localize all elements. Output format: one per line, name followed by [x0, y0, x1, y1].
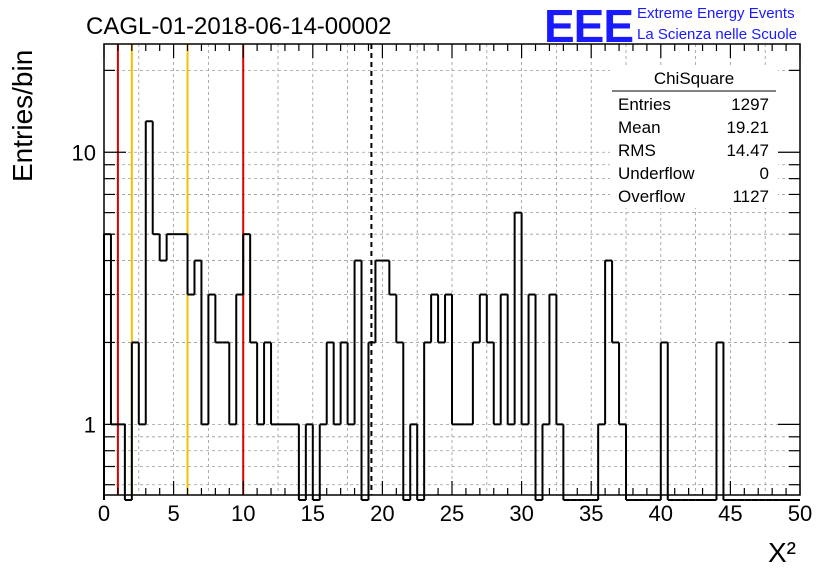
y-tick-label: 10 — [72, 140, 96, 165]
stats-row-label: Entries — [618, 95, 671, 114]
x-tick-label: 10 — [231, 501, 255, 526]
x-tick-label: 0 — [98, 501, 110, 526]
stats-row-value: 0 — [760, 164, 769, 183]
axis-ticks — [103, 44, 801, 495]
stats-box: ChiSquare Entries 1297 Mean 19.21 RMS 14.47 Un… — [610, 66, 778, 208]
x-tick-label: 5 — [167, 501, 179, 526]
brand-line-2: La Scienza nelle Scuole — [637, 26, 797, 43]
stats-row-label: Mean — [618, 118, 661, 137]
histogram-bars — [103, 120, 800, 501]
x-tick-label: 40 — [649, 501, 673, 526]
stats-row-value: 19.21 — [726, 118, 769, 137]
x-tick-label: 45 — [718, 501, 742, 526]
x-axis-label: X² — [768, 537, 796, 568]
stats-row-label: Overflow — [618, 187, 686, 206]
x-tick-label: 35 — [579, 501, 603, 526]
stats-row-value: 1127 — [732, 187, 769, 206]
stats-box-bg — [610, 66, 778, 208]
x-tick-label: 20 — [370, 501, 394, 526]
tick-labels: 0 5 10 15 20 25 30 35 40 45 50 1 10 — [72, 140, 813, 526]
reference-lines — [116, 44, 373, 495]
y-tick-label: 1 — [84, 412, 96, 437]
chart-title: CAGL-01-2018-06-14-00002 — [86, 13, 392, 40]
y-axis-label: Entries/bin — [7, 50, 38, 182]
x-tick-label: 50 — [788, 501, 812, 526]
stats-row-value: 1297 — [731, 95, 769, 114]
x-tick-label: 15 — [301, 501, 325, 526]
stats-title: ChiSquare — [654, 69, 734, 88]
stats-row-label: Underflow — [618, 164, 695, 183]
eee-brand: EEE Extreme Energy Events La Scienza nel… — [544, 0, 797, 52]
brand-line-1: Extreme Energy Events — [637, 5, 795, 22]
x-tick-label: 30 — [509, 501, 533, 526]
x-tick-label: 25 — [440, 501, 464, 526]
stats-row-label: RMS — [618, 141, 656, 160]
stats-row-value: 14.47 — [726, 141, 769, 160]
